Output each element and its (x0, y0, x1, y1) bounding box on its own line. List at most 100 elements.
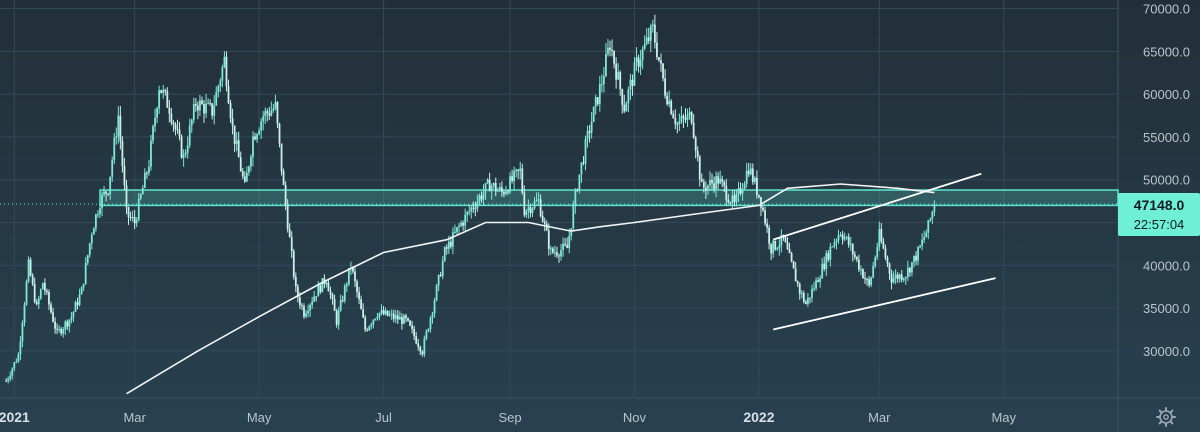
candle (737, 181, 740, 203)
candle (682, 113, 685, 128)
candle (554, 245, 556, 258)
candle (101, 191, 103, 217)
candle (203, 100, 205, 123)
candle (258, 127, 260, 136)
candle (917, 245, 919, 266)
candle (786, 237, 789, 250)
candle (880, 223, 883, 244)
candle (358, 286, 360, 305)
x-tick-label: Nov (623, 410, 647, 425)
candle (398, 311, 401, 320)
candle (809, 297, 811, 304)
candle (333, 294, 336, 311)
candle (315, 296, 318, 302)
candle (798, 282, 801, 300)
candle (386, 310, 389, 317)
candle (643, 35, 646, 51)
candle (635, 47, 638, 71)
candle (855, 256, 858, 263)
candle (407, 317, 409, 322)
candle (74, 300, 77, 313)
candle (205, 93, 207, 118)
candle (713, 176, 715, 193)
x-tick-label: Sep (498, 410, 521, 425)
candle (23, 301, 26, 327)
lower-trendline[interactable] (773, 277, 996, 331)
candle (745, 162, 748, 188)
candle (207, 98, 209, 105)
candle (919, 244, 922, 249)
candle (33, 277, 36, 304)
candle (662, 62, 664, 82)
candle (76, 297, 79, 310)
candle (429, 316, 432, 333)
candle (741, 182, 744, 201)
gear-icon[interactable] (1156, 407, 1176, 427)
candle (241, 167, 244, 180)
candle (727, 194, 730, 204)
candle (484, 182, 487, 200)
candle (819, 275, 822, 288)
trendlines (772, 172, 996, 331)
candle (148, 159, 150, 176)
candle (615, 57, 618, 89)
candle (731, 189, 734, 209)
candle (278, 122, 281, 148)
y-tick-label: 35000.0 (1143, 301, 1190, 316)
candle (800, 290, 803, 299)
candle (845, 235, 848, 241)
candle (535, 192, 538, 203)
candle (898, 273, 901, 283)
candle (317, 281, 320, 297)
candle (784, 235, 787, 243)
time-axis[interactable]: 2021 Mar May Jul Sep Nov 2022 Mar May (0, 409, 1017, 425)
candle (719, 170, 722, 185)
candle (751, 163, 754, 185)
candle (580, 162, 583, 183)
candle (747, 163, 750, 178)
candle (70, 311, 73, 324)
candle (813, 281, 815, 292)
candle (335, 308, 338, 328)
candle (680, 106, 683, 124)
candle (421, 350, 424, 357)
candle (413, 325, 416, 341)
price-axis[interactable]: 70000.065000.060000.055000.050000.045000… (1143, 2, 1190, 359)
candle (639, 50, 642, 76)
candle (541, 210, 544, 223)
candle (656, 32, 658, 60)
candle (860, 265, 862, 276)
candle (715, 171, 717, 198)
candle (802, 290, 805, 304)
candle (831, 245, 834, 248)
candle (623, 94, 626, 114)
candle (380, 304, 383, 316)
candle (651, 19, 654, 33)
candle (533, 196, 536, 210)
candle (382, 306, 385, 316)
candle (817, 277, 819, 283)
candle (653, 14, 656, 49)
candle (121, 136, 124, 173)
candle (325, 280, 328, 288)
candle (837, 229, 840, 244)
candle (109, 176, 112, 200)
candle (768, 224, 771, 250)
candle (900, 270, 903, 283)
candle (168, 99, 171, 123)
candle (458, 223, 460, 235)
candle (64, 320, 67, 335)
candle (439, 271, 442, 277)
candle (709, 171, 711, 191)
upper-trendline[interactable] (772, 172, 982, 241)
candle (360, 295, 363, 310)
candle (99, 201, 101, 218)
candle (158, 85, 161, 114)
candle (592, 106, 595, 123)
candle (115, 127, 118, 145)
candle (221, 64, 224, 88)
candle (568, 228, 571, 254)
candle (454, 224, 456, 234)
candle (376, 312, 379, 321)
